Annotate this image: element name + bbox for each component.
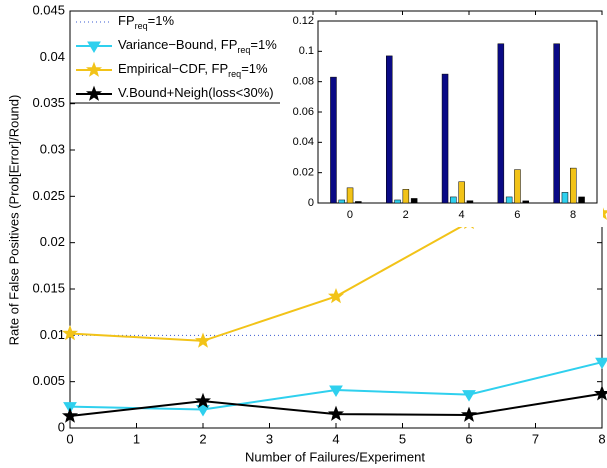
y-axis-label: Rate of False Positives (Prob[Error]/Rou… xyxy=(6,95,21,346)
x-tick-label: 0 xyxy=(347,209,353,221)
legend-text: =1% xyxy=(250,37,277,52)
x-tick-label: 0 xyxy=(66,431,73,446)
x-tick-label: 6 xyxy=(465,431,472,446)
inset: 0 0.02 0.04 0.06 0.08 0.1 0.12 0 2 4 6 8 xyxy=(280,15,603,227)
x-tick-label: 8 xyxy=(598,431,605,446)
y-tick-label: 0.025 xyxy=(32,188,65,203)
x-axis-label: Number of Failures/Experiment xyxy=(245,449,425,464)
y-tick-label: 0.08 xyxy=(293,76,314,88)
star-marker xyxy=(194,392,212,408)
bar xyxy=(346,187,354,204)
y-tick-label: 0.04 xyxy=(40,49,65,64)
x-tick-label: 2 xyxy=(199,431,206,446)
y-tick-label: 0.01 xyxy=(40,327,65,342)
star-marker xyxy=(61,407,79,423)
bar xyxy=(505,196,513,204)
bar xyxy=(497,43,505,204)
legend-subscript: req xyxy=(237,45,250,55)
legend-label: FPreq=1% xyxy=(118,13,174,31)
legend-text: V.Bound+Neigh(loss<30%) xyxy=(118,85,274,100)
bar xyxy=(386,55,393,204)
legend-label: V.Bound+Neigh(loss<30%) xyxy=(118,85,274,100)
x-tick-label: 7 xyxy=(532,431,539,446)
x-tick-label: 4 xyxy=(458,209,464,221)
triangle-marker xyxy=(196,404,210,417)
bar xyxy=(458,181,465,204)
x-tick-label: 3 xyxy=(266,431,273,446)
legend-subscript: req xyxy=(135,21,148,31)
y-tick-label: 0.035 xyxy=(32,95,65,110)
y-tick-label: 0.04 xyxy=(293,136,314,148)
bar xyxy=(450,196,457,204)
bar xyxy=(410,198,418,204)
star-marker xyxy=(327,287,345,304)
legend-label: Empirical−CDF, FPreq=1% xyxy=(118,61,268,79)
triangle-marker xyxy=(329,385,343,397)
legend-text: FP xyxy=(118,13,135,28)
star-marker xyxy=(85,85,103,101)
bar xyxy=(338,199,345,204)
y-tick-label: 0.1 xyxy=(299,45,314,57)
legend-text: =1% xyxy=(148,13,175,28)
bar xyxy=(355,201,362,204)
legend-text: =1% xyxy=(241,61,268,76)
y-tick-label: 0 xyxy=(308,197,314,209)
x-tick-label: 1 xyxy=(133,431,140,446)
bar xyxy=(553,43,560,204)
star-marker xyxy=(593,385,607,401)
bar xyxy=(514,169,521,204)
y-tick-label: 0.02 xyxy=(40,234,65,249)
bar xyxy=(394,199,401,204)
legend-text: Variance−Bound, FP xyxy=(118,37,237,52)
y-tick-label: 0.12 xyxy=(293,15,314,27)
bar xyxy=(466,200,474,204)
x-tick-label: 6 xyxy=(514,209,520,221)
legend-subscript: req xyxy=(228,69,241,79)
inset-frame xyxy=(317,20,598,204)
triangle-marker xyxy=(87,41,101,53)
y-tick-label: 0.015 xyxy=(32,280,65,295)
x-tick-label: 5 xyxy=(399,431,406,446)
legend-text: Empirical−CDF, FP xyxy=(118,61,228,76)
bar xyxy=(522,200,529,204)
bar xyxy=(561,192,569,204)
bar xyxy=(578,196,585,204)
star-marker xyxy=(61,325,79,341)
x-tick-label: 4 xyxy=(332,431,339,446)
star-marker xyxy=(194,332,212,348)
y-tick-label: 0.02 xyxy=(293,167,314,179)
triangle-marker xyxy=(595,357,607,370)
y-tick-label: 0 xyxy=(58,419,65,434)
y-tick-label: 0.06 xyxy=(293,106,314,118)
star-marker xyxy=(85,61,103,77)
legend-box xyxy=(69,10,314,104)
y-tick-label: 0.045 xyxy=(32,2,65,17)
bar xyxy=(570,167,577,204)
star-marker xyxy=(327,405,345,421)
triangle-marker xyxy=(462,390,476,402)
x-tick-label: 8 xyxy=(570,209,576,221)
bar xyxy=(441,73,449,204)
y-tick-label: 0.005 xyxy=(32,373,65,388)
star-marker xyxy=(460,406,478,422)
bar xyxy=(330,76,337,204)
y-tick-label: 0.03 xyxy=(40,141,65,156)
legend-label: Variance−Bound, FPreq=1% xyxy=(118,37,277,55)
x-tick-label: 2 xyxy=(403,209,409,221)
bar xyxy=(402,189,410,204)
